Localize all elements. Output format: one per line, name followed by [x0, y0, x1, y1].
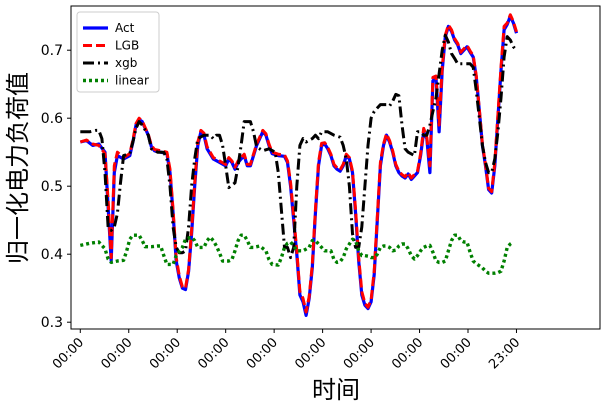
- x-tick-label: 00:00: [389, 335, 426, 372]
- y-axis-label: 归一化电力负荷值: [4, 72, 32, 264]
- series-line-linear: [79, 233, 515, 275]
- series-line-lgb: [79, 13, 518, 314]
- legend: Act LGB xgb linear: [76, 11, 160, 93]
- legend-label-lgb: LGB: [115, 39, 139, 53]
- x-tick-label: 00:00: [292, 335, 329, 372]
- y-tick-label: 0.4: [41, 247, 63, 263]
- plot-lines: [79, 13, 519, 317]
- x-axis-label: 时间: [312, 376, 360, 402]
- y-tick-label: 0.3: [41, 315, 63, 331]
- x-tick-label: 00:00: [98, 335, 135, 372]
- legend-label-xgb: xgb: [115, 56, 137, 70]
- y-tick-label: 0.5: [41, 179, 63, 195]
- x-tick-label: 00:00: [244, 335, 281, 372]
- legend-label-linear: linear: [115, 74, 149, 88]
- x-tick-label: 00:00: [147, 335, 184, 372]
- y-tick-label: 0.6: [41, 111, 63, 127]
- x-tick-label: 00:00: [195, 335, 232, 372]
- x-tick-label: 00:00: [50, 335, 87, 372]
- y-tick-label: 0.7: [41, 43, 63, 59]
- legend-label-act: Act: [115, 21, 135, 35]
- x-tick-label: 00:00: [438, 335, 475, 372]
- legend-box: [76, 11, 160, 93]
- x-tick-label: 23:00: [486, 335, 523, 372]
- plot-frame: [70, 5, 601, 330]
- x-axis: 00:00 00:00 00:00 00:00 00:00 00:00 00:00 00:00…: [50, 329, 523, 372]
- y-axis: 0.3 0.4 0.5 0.6 0.7: [41, 43, 71, 331]
- series-line-xgb: [80, 33, 518, 260]
- x-tick-label: 00:00: [341, 335, 378, 372]
